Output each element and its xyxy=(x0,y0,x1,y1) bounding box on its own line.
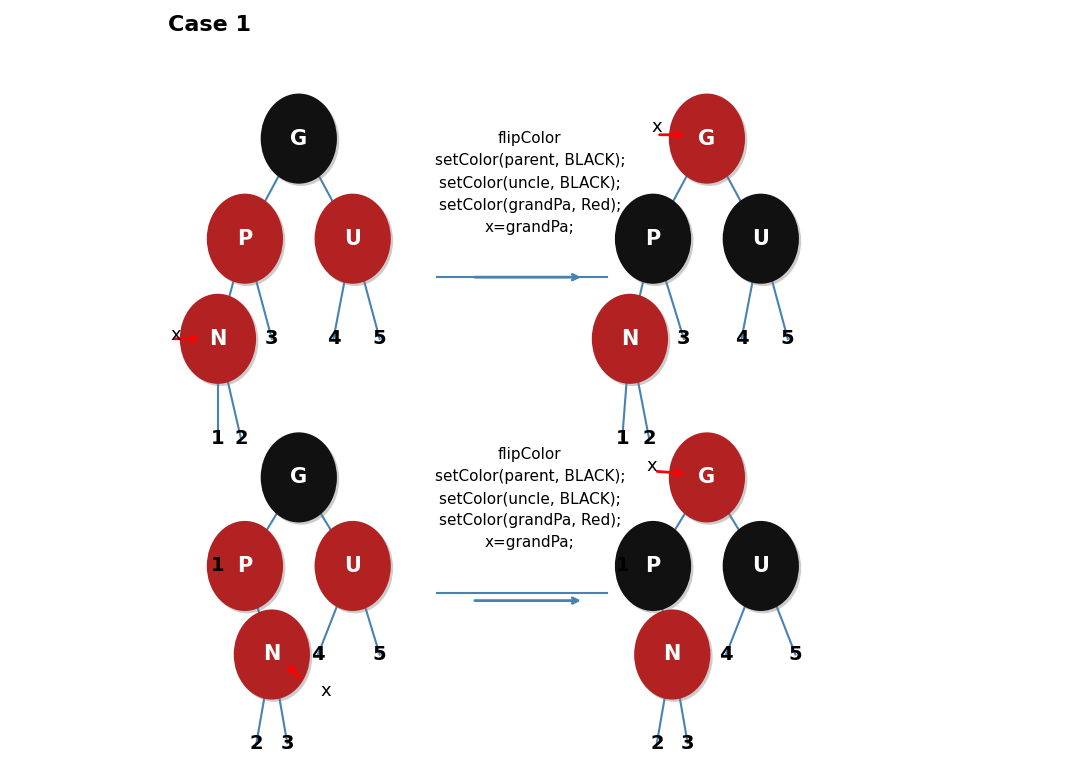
Text: U: U xyxy=(752,556,770,576)
Text: P: P xyxy=(645,229,661,249)
Text: x: x xyxy=(651,118,662,136)
Text: N: N xyxy=(210,329,227,349)
Text: 1: 1 xyxy=(615,430,629,448)
Text: 4: 4 xyxy=(327,330,341,348)
Text: flipColor
setColor(parent, BLACK);
setColor(uncle, BLACK);
setColor(grandPa, Red: flipColor setColor(parent, BLACK); setCo… xyxy=(434,447,625,551)
Text: 2: 2 xyxy=(249,734,263,752)
Text: x: x xyxy=(170,326,181,344)
Text: 1: 1 xyxy=(615,557,629,575)
Text: 1: 1 xyxy=(211,430,225,448)
Ellipse shape xyxy=(725,524,801,613)
Text: 2: 2 xyxy=(650,734,663,752)
Text: 3: 3 xyxy=(680,734,694,752)
Text: x: x xyxy=(646,457,657,475)
Text: U: U xyxy=(752,229,770,249)
Ellipse shape xyxy=(636,612,713,702)
Text: G: G xyxy=(290,467,307,487)
Ellipse shape xyxy=(260,94,336,184)
Text: 3: 3 xyxy=(281,734,293,752)
Ellipse shape xyxy=(617,524,693,613)
Ellipse shape xyxy=(671,96,747,186)
Ellipse shape xyxy=(233,610,310,700)
Ellipse shape xyxy=(722,194,799,284)
Text: P: P xyxy=(238,556,253,576)
Text: N: N xyxy=(621,329,639,349)
Ellipse shape xyxy=(206,521,283,611)
Ellipse shape xyxy=(669,433,745,523)
Text: U: U xyxy=(344,229,361,249)
Ellipse shape xyxy=(317,524,393,613)
Ellipse shape xyxy=(260,433,336,523)
Ellipse shape xyxy=(634,610,711,700)
Ellipse shape xyxy=(725,196,801,286)
Ellipse shape xyxy=(317,196,393,286)
Text: Case 1: Case 1 xyxy=(168,15,250,35)
Ellipse shape xyxy=(206,194,283,284)
Text: 5: 5 xyxy=(373,330,387,348)
Text: 2: 2 xyxy=(643,430,656,448)
Ellipse shape xyxy=(210,524,285,613)
Ellipse shape xyxy=(210,196,285,286)
Ellipse shape xyxy=(180,294,256,384)
Ellipse shape xyxy=(615,194,691,284)
Text: 3: 3 xyxy=(677,330,690,348)
Text: 5: 5 xyxy=(780,330,794,348)
Ellipse shape xyxy=(236,612,312,702)
Text: N: N xyxy=(263,644,281,665)
Text: G: G xyxy=(290,129,307,149)
Ellipse shape xyxy=(671,435,747,525)
Ellipse shape xyxy=(315,521,391,611)
Text: G: G xyxy=(699,467,716,487)
Text: 4: 4 xyxy=(719,645,733,664)
Text: N: N xyxy=(663,644,680,665)
Text: 5: 5 xyxy=(789,645,802,664)
Text: 1: 1 xyxy=(211,557,225,575)
Text: 3: 3 xyxy=(266,330,278,348)
Text: 4: 4 xyxy=(734,330,748,348)
Ellipse shape xyxy=(182,296,258,387)
Ellipse shape xyxy=(263,96,340,186)
Ellipse shape xyxy=(594,296,671,387)
Ellipse shape xyxy=(591,294,668,384)
Text: 5: 5 xyxy=(373,645,387,664)
Ellipse shape xyxy=(669,94,745,184)
Text: x: x xyxy=(320,682,331,701)
Ellipse shape xyxy=(263,435,340,525)
Ellipse shape xyxy=(617,196,693,286)
Ellipse shape xyxy=(615,521,691,611)
Text: U: U xyxy=(344,556,361,576)
Text: 4: 4 xyxy=(312,645,325,664)
Text: P: P xyxy=(238,229,253,249)
Text: flipColor
setColor(parent, BLACK);
setColor(uncle, BLACK);
setColor(grandPa, Red: flipColor setColor(parent, BLACK); setCo… xyxy=(434,131,625,235)
Ellipse shape xyxy=(722,521,799,611)
Text: P: P xyxy=(645,556,661,576)
Ellipse shape xyxy=(315,194,391,284)
Text: G: G xyxy=(699,129,716,149)
Text: 2: 2 xyxy=(234,430,248,448)
